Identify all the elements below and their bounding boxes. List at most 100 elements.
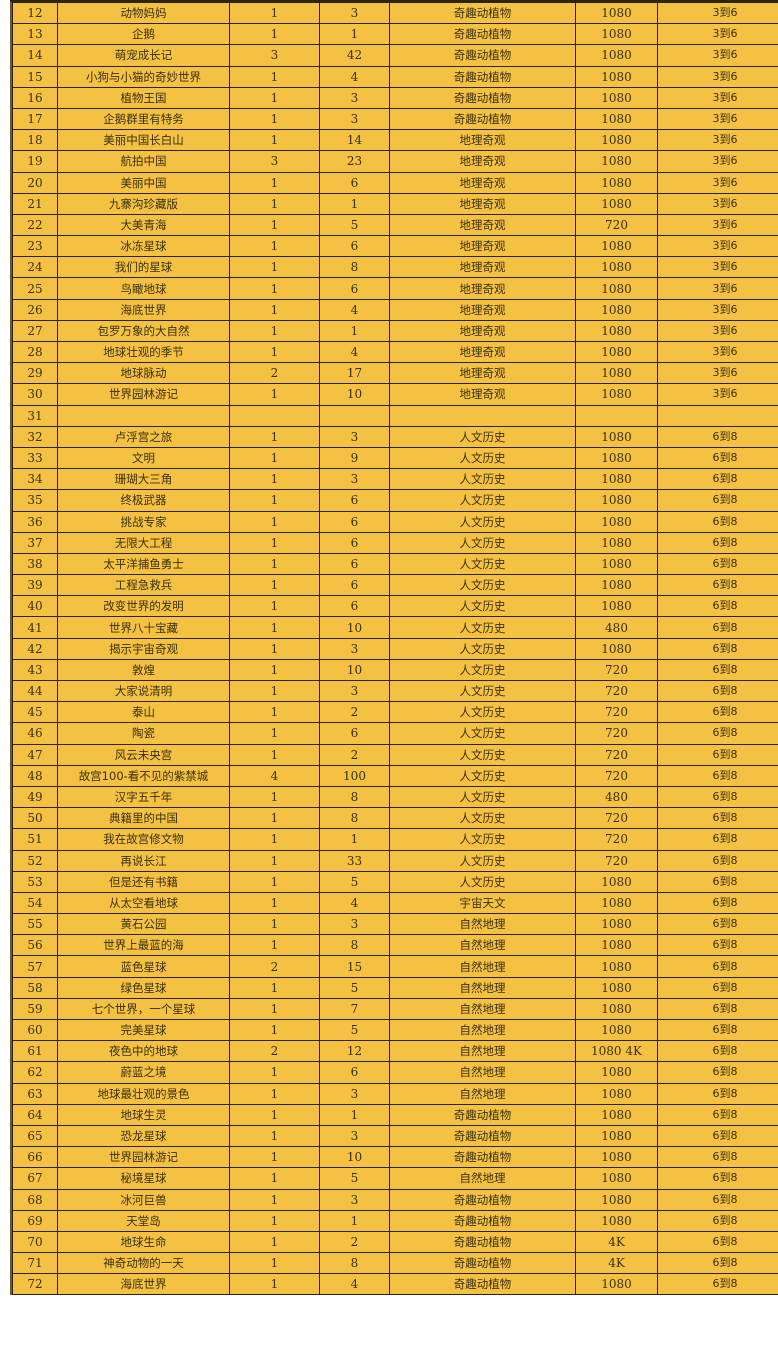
age-range-cell[interactable]: 6到8	[657, 891, 778, 915]
category-cell[interactable]: 奇趣动植物	[389, 1, 576, 25]
title-cell[interactable]: 挑战专家	[57, 510, 230, 533]
seasons-cell[interactable]: 1	[229, 574, 320, 597]
age-range-cell[interactable]: 6到8	[657, 425, 778, 448]
episodes-cell[interactable]: 6	[319, 574, 390, 597]
title-cell[interactable]: 典籍里的中国	[57, 807, 230, 830]
row-number-cell[interactable]: 50	[12, 807, 58, 830]
row-number-cell[interactable]: 58	[12, 976, 58, 999]
category-cell[interactable]: 奇趣动植物	[389, 1103, 576, 1126]
row-number-cell[interactable]: 19	[12, 150, 58, 173]
seasons-cell[interactable]: 2	[229, 1040, 320, 1063]
age-range-cell[interactable]: 6到8	[657, 574, 778, 597]
title-cell[interactable]: 黄石公园	[57, 913, 230, 936]
episodes-cell[interactable]: 15	[319, 955, 390, 978]
seasons-cell[interactable]: 1	[229, 1146, 320, 1169]
category-cell[interactable]: 人文历史	[389, 701, 576, 724]
resolution-cell[interactable]: 720	[575, 849, 658, 872]
episodes-cell[interactable]: 5	[319, 976, 390, 999]
title-cell[interactable]: 珊瑚大三角	[57, 468, 230, 491]
age-range-cell[interactable]: 6到8	[657, 1209, 778, 1232]
category-cell[interactable]: 地理奇观	[389, 150, 576, 173]
resolution-cell[interactable]: 1080	[575, 129, 658, 152]
category-cell[interactable]: 宇宙天文	[389, 891, 576, 915]
episodes-cell[interactable]: 5	[319, 1167, 390, 1190]
category-cell[interactable]: 奇趣动植物	[389, 1188, 576, 1211]
seasons-cell[interactable]: 1	[229, 849, 320, 872]
seasons-cell[interactable]: 1	[229, 425, 320, 448]
age-range-cell[interactable]: 3到6	[657, 65, 778, 88]
age-range-cell[interactable]: 3到6	[657, 23, 778, 46]
resolution-cell[interactable]: 1080 4K	[575, 1040, 658, 1063]
category-cell[interactable]: 奇趣动植物	[389, 65, 576, 88]
age-range-cell[interactable]: 6到8	[657, 828, 778, 851]
seasons-cell[interactable]: 1	[229, 1252, 320, 1275]
age-range-cell[interactable]: 3到6	[657, 213, 778, 237]
row-number-cell[interactable]: 38	[12, 552, 58, 576]
age-range-cell[interactable]: 6到8	[657, 468, 778, 491]
episodes-cell[interactable]: 3	[319, 679, 390, 703]
resolution-cell[interactable]: 1080	[575, 1167, 658, 1190]
title-cell[interactable]: 绿色星球	[57, 976, 230, 999]
category-cell[interactable]: 地理奇观	[389, 362, 576, 385]
row-number-cell[interactable]: 31	[12, 404, 58, 427]
episodes-cell[interactable]: 33	[319, 849, 390, 872]
category-cell[interactable]: 人文历史	[389, 489, 576, 512]
title-cell[interactable]: 企鹅	[57, 23, 230, 46]
seasons-cell[interactable]: 1	[229, 807, 320, 830]
seasons-cell[interactable]: 1	[229, 1230, 320, 1254]
title-cell[interactable]: 航拍中国	[57, 150, 230, 173]
episodes-cell[interactable]: 10	[319, 616, 390, 639]
seasons-cell[interactable]: 1	[229, 870, 320, 893]
age-range-cell[interactable]: 6到8	[657, 955, 778, 978]
episodes-cell[interactable]: 17	[319, 362, 390, 385]
age-range-cell[interactable]: 3到6	[657, 1, 778, 25]
row-number-cell[interactable]: 25	[12, 277, 58, 300]
category-cell[interactable]: 人文历史	[389, 807, 576, 830]
row-number-cell[interactable]: 32	[12, 425, 58, 448]
episodes-cell[interactable]: 4	[319, 891, 390, 915]
row-number-cell[interactable]: 64	[12, 1103, 58, 1126]
episodes-cell[interactable]: 8	[319, 807, 390, 830]
episodes-cell[interactable]: 8	[319, 934, 390, 957]
seasons-cell[interactable]: 1	[229, 913, 320, 936]
title-cell[interactable]: 蔚蓝之境	[57, 1061, 230, 1084]
title-cell[interactable]: 无限大工程	[57, 531, 230, 554]
seasons-cell[interactable]: 3	[229, 44, 320, 67]
resolution-cell[interactable]: 1080	[575, 870, 658, 893]
resolution-cell[interactable]: 720	[575, 807, 658, 830]
row-number-cell[interactable]: 62	[12, 1061, 58, 1084]
title-cell[interactable]: 鸟瞰地球	[57, 277, 230, 300]
seasons-cell[interactable]: 2	[229, 955, 320, 978]
row-number-cell[interactable]: 18	[12, 129, 58, 152]
episodes-cell[interactable]: 2	[319, 701, 390, 724]
title-cell[interactable]: 大家说清明	[57, 679, 230, 703]
episodes-cell[interactable]: 1	[319, 23, 390, 46]
age-range-cell[interactable]: 6到8	[657, 976, 778, 999]
seasons-cell[interactable]: 1	[229, 785, 320, 809]
seasons-cell[interactable]: 1	[229, 595, 320, 618]
resolution-cell[interactable]: 1080	[575, 1103, 658, 1126]
age-range-cell[interactable]: 3到6	[657, 44, 778, 67]
age-range-cell[interactable]: 6到8	[657, 701, 778, 724]
age-range-cell[interactable]: 6到8	[657, 1230, 778, 1254]
resolution-cell[interactable]: 720	[575, 658, 658, 682]
resolution-cell[interactable]: 4K	[575, 1230, 658, 1254]
age-range-cell[interactable]: 6到8	[657, 1273, 778, 1296]
seasons-cell[interactable]: 1	[229, 192, 320, 215]
category-cell[interactable]: 人文历史	[389, 510, 576, 533]
resolution-cell[interactable]: 720	[575, 764, 658, 787]
title-cell[interactable]: 地球壮观的季节	[57, 340, 230, 364]
title-cell[interactable]: 终极武器	[57, 489, 230, 512]
category-cell[interactable]: 人文历史	[389, 552, 576, 576]
resolution-cell[interactable]: 1080	[575, 1, 658, 25]
episodes-cell[interactable]: 6	[319, 595, 390, 618]
row-number-cell[interactable]: 33	[12, 446, 58, 470]
category-cell[interactable]: 地理奇观	[389, 383, 576, 406]
row-number-cell[interactable]: 61	[12, 1040, 58, 1063]
episodes-cell[interactable]: 6	[319, 277, 390, 300]
episodes-cell[interactable]: 3	[319, 637, 390, 660]
title-cell[interactable]: 敦煌	[57, 658, 230, 682]
category-cell[interactable]: 奇趣动植物	[389, 1124, 576, 1148]
resolution-cell[interactable]: 480	[575, 785, 658, 809]
row-number-cell[interactable]: 60	[12, 1018, 58, 1042]
